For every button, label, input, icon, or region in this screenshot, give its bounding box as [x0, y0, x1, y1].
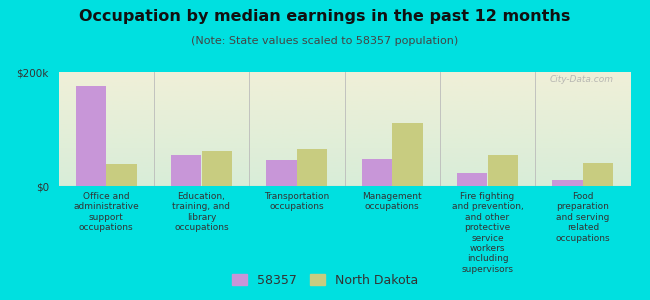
Bar: [583, 163, 614, 186]
Bar: [552, 180, 583, 186]
Text: Occupation by median earnings in the past 12 months: Occupation by median earnings in the pas…: [79, 9, 571, 24]
Text: Office and
administrative
support
occupations: Office and administrative support occupa…: [73, 192, 139, 232]
Bar: [266, 160, 297, 186]
Bar: [106, 164, 136, 186]
Text: Management
occupations: Management occupations: [362, 192, 422, 212]
Bar: [457, 173, 488, 186]
Bar: [297, 149, 328, 186]
Bar: [488, 155, 518, 186]
Text: (Note: State values scaled to 58357 population): (Note: State values scaled to 58357 popu…: [191, 36, 459, 46]
Bar: [202, 151, 232, 186]
Text: Fire fighting
and prevention,
and other
protective
service
workers
including
sup: Fire fighting and prevention, and other …: [452, 192, 523, 274]
Text: Education,
training, and
library
occupations: Education, training, and library occupat…: [172, 192, 231, 232]
Bar: [75, 86, 106, 186]
Bar: [392, 123, 422, 186]
Legend: 58357, North Dakota: 58357, North Dakota: [228, 270, 422, 291]
Text: Food
preparation
and serving
related
occupations: Food preparation and serving related occ…: [556, 192, 610, 243]
Text: Transportation
occupations: Transportation occupations: [264, 192, 330, 212]
Bar: [171, 155, 202, 186]
Text: City-Data.com: City-Data.com: [549, 75, 614, 84]
Bar: [361, 159, 392, 186]
